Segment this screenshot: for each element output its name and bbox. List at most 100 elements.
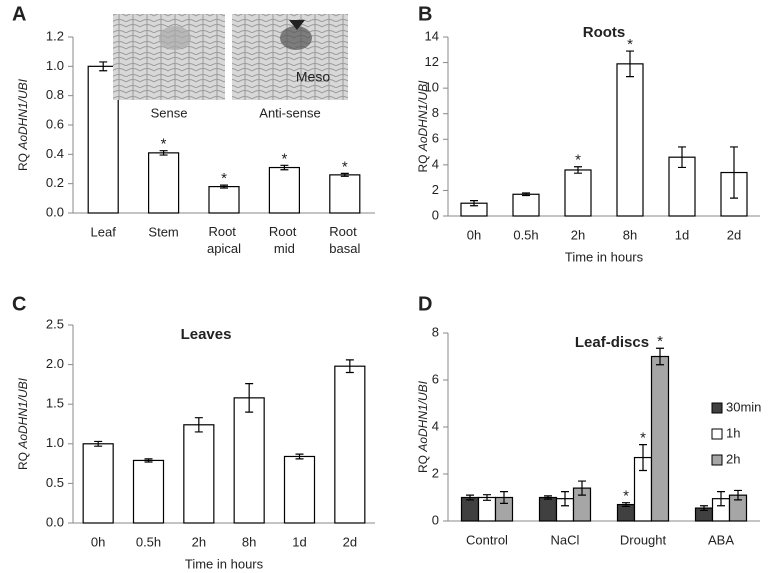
error-bar [470,200,478,207]
error-bar [194,417,203,433]
error-bar [466,494,474,501]
y-tick-label: 1.0 [46,58,64,73]
significance-marker: * [221,170,227,187]
panel-label: B [418,3,432,25]
y-tick-label: 1.0 [46,435,64,450]
micrograph-detail [159,26,191,50]
error-bar [626,50,634,78]
y-axis-label: RQ AoDHN1/UBI [16,377,30,470]
y-tick-label: 6 [432,131,439,146]
significance-marker: * [161,136,167,153]
error-bar [345,359,354,374]
x-tick-label: ABA [708,532,734,547]
bar [208,186,240,214]
y-tick-label: 8 [432,324,439,339]
error-bar [94,440,103,447]
panel-label: A [12,3,26,25]
error-bar [220,184,228,189]
y-tick-label: 1.2 [46,28,64,43]
y-tick-label: 14 [425,28,439,43]
y-tick-label: 10 [425,80,439,95]
x-tick-label: 2h [571,227,585,242]
x-tick-label: NaCl [551,532,580,547]
error-bar [717,491,725,507]
error-bar [99,61,108,72]
y-tick-label: 0.8 [46,87,64,102]
error-bar [574,166,582,174]
error-bar [466,494,474,501]
error-bar [194,417,203,433]
x-tick-label: 0.5h [513,227,538,242]
image-label: Sense [151,105,188,120]
legend-label: 30min [726,399,761,414]
bar [82,443,114,524]
y-tick-label: 4 [432,418,439,433]
x-tick-label: Root apical [207,224,241,256]
x-tick-label: 2d [727,227,741,242]
error-bar [245,383,254,413]
error-bar [734,489,742,501]
chart-title: Roots [583,24,626,41]
y-tick-label: 12 [425,54,439,69]
y-tick-label: 2.5 [46,316,64,331]
x-axis-label: Time in hours [565,249,644,264]
legend-label: 1h [726,425,740,440]
error-bar [730,146,738,199]
legend-swatch [711,428,723,440]
error-bar [345,359,354,374]
bar [564,169,592,217]
bar [283,455,316,524]
error-bar [700,505,708,512]
error-bar [578,480,586,496]
error-bar [626,50,634,78]
x-tick-label: Stem [148,224,178,239]
x-tick-label: Root mid [269,224,300,256]
panel-label: C [12,293,26,315]
significance-marker: * [657,333,663,350]
x-tick-label: 1d [292,534,306,549]
x-tick-label: 2d [343,534,357,549]
error-bar [99,61,108,72]
y-tick-label: 0.0 [46,514,64,529]
image-label: Anti-sense [259,105,320,120]
error-bar [578,480,586,496]
error-bar [295,453,304,460]
y-axis-label: RQ AoDHN1/UBI [416,380,430,473]
bar [148,152,180,214]
chart-title: Leaves [181,326,232,343]
x-tick-label: 8h [623,227,637,242]
error-bar [622,502,630,508]
arrowhead [289,20,305,30]
bar [650,355,670,522]
significance-marker: * [575,152,581,169]
y-tick-label: 2.0 [46,356,64,371]
error-bar [656,347,664,366]
significance-marker: * [640,430,646,447]
error-bar [470,200,478,207]
error-bar [500,491,508,504]
significance-marker: * [623,488,629,505]
legend-label: 2h [726,451,740,466]
error-bar [483,494,491,501]
error-bar [639,444,647,472]
micrograph-detail [280,26,312,50]
y-tick-label: 0.0 [46,204,64,219]
error-bar [678,146,686,169]
chart-title: Leaf-discs [575,334,649,351]
error-bar [340,172,349,177]
x-tick-label: 2h [192,534,206,549]
error-bar [678,146,686,169]
legend-swatch [711,454,723,466]
error-bar [639,444,647,472]
error-bar [730,146,738,199]
bar [329,174,361,214]
error-bar [700,505,708,512]
x-tick-label: Root basal [329,224,360,256]
bar [233,397,265,524]
bar [460,496,480,522]
bar [183,424,215,524]
y-tick-label: 0.4 [46,146,64,161]
error-bar [656,347,664,366]
significance-marker: * [627,36,633,53]
